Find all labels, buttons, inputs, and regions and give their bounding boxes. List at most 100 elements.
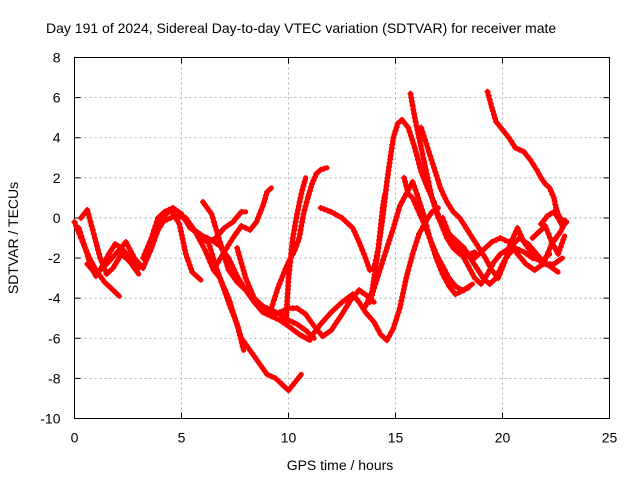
data-marker <box>545 231 552 237</box>
data-marker <box>503 247 510 253</box>
data-marker <box>234 321 241 328</box>
data-marker <box>294 210 301 217</box>
data-marker <box>366 267 373 274</box>
data-marker <box>432 168 439 175</box>
data-marker <box>298 223 305 229</box>
data-marker <box>417 202 424 209</box>
data-marker <box>543 253 550 260</box>
data-marker <box>415 130 422 137</box>
data-marker <box>114 249 121 255</box>
data-marker <box>412 186 419 193</box>
data-marker <box>198 240 205 247</box>
data-marker <box>531 163 538 170</box>
data-marker <box>423 227 430 233</box>
data-marker <box>256 210 263 217</box>
series-s6 <box>152 206 204 283</box>
data-marker <box>469 235 476 241</box>
data-marker <box>360 251 367 257</box>
data-marker <box>476 268 482 275</box>
data-marker <box>452 291 459 298</box>
y-tick-label: -2 <box>48 250 61 266</box>
data-marker <box>260 199 267 206</box>
data-marker <box>85 210 92 217</box>
data-marker <box>405 190 412 197</box>
y-tick-label: 2 <box>53 170 61 186</box>
data-marker <box>471 275 478 282</box>
data-marker <box>484 88 491 95</box>
data-marker <box>262 195 268 202</box>
data-marker <box>217 239 223 245</box>
data-marker <box>394 120 401 127</box>
series-s11 <box>212 185 274 270</box>
data-marker <box>316 329 323 336</box>
series-layer <box>71 88 570 394</box>
data-marker <box>482 255 489 262</box>
data-marker <box>398 297 405 304</box>
data-marker <box>117 245 124 252</box>
data-marker <box>232 317 239 324</box>
data-marker <box>391 131 398 138</box>
data-marker <box>549 191 556 198</box>
data-marker <box>411 114 418 121</box>
data-marker <box>247 287 254 294</box>
data-marker <box>206 243 213 249</box>
data-marker <box>553 204 559 211</box>
data-marker <box>209 214 216 221</box>
data-marker <box>492 115 498 122</box>
series-s13 <box>268 165 330 312</box>
data-marker <box>311 174 318 181</box>
data-marker <box>465 228 472 235</box>
data-marker <box>218 228 225 235</box>
data-marker <box>186 261 193 268</box>
data-marker <box>388 329 395 336</box>
data-marker <box>529 235 536 241</box>
data-marker <box>141 261 148 268</box>
data-marker <box>364 259 370 266</box>
data-marker <box>547 235 554 241</box>
data-marker <box>308 184 314 191</box>
data-marker <box>121 248 128 255</box>
data-marker <box>552 267 559 274</box>
data-marker <box>289 325 296 332</box>
data-marker <box>443 198 450 205</box>
data-marker <box>196 237 203 244</box>
data-marker <box>409 251 416 257</box>
data-marker <box>367 295 374 302</box>
data-marker <box>433 251 440 257</box>
data-marker <box>235 325 242 331</box>
data-marker <box>242 225 249 231</box>
data-marker <box>359 247 366 253</box>
data-marker <box>215 235 222 241</box>
data-marker <box>401 282 408 289</box>
data-marker <box>90 267 96 274</box>
data-marker <box>328 327 335 334</box>
data-marker <box>458 218 465 225</box>
data-marker <box>372 281 379 288</box>
data-marker <box>424 144 431 151</box>
data-marker <box>148 235 155 241</box>
data-marker <box>377 331 384 338</box>
data-marker <box>392 317 399 324</box>
data-marker <box>225 242 232 248</box>
data-marker <box>335 212 342 219</box>
data-marker <box>276 281 283 288</box>
data-marker <box>94 243 100 249</box>
data-marker <box>300 210 307 217</box>
data-marker <box>396 202 403 209</box>
data-marker <box>413 190 420 197</box>
data-marker <box>320 165 327 172</box>
data-marker <box>429 160 436 167</box>
data-marker <box>249 291 256 298</box>
data-marker <box>529 160 536 167</box>
data-marker <box>275 378 282 385</box>
data-marker <box>356 239 363 245</box>
data-marker <box>376 269 383 276</box>
data-marker <box>289 319 296 326</box>
data-marker <box>458 287 465 294</box>
data-marker <box>349 225 356 231</box>
data-marker <box>443 271 450 278</box>
data-marker <box>394 313 401 320</box>
data-marker <box>474 278 481 285</box>
data-marker <box>439 188 445 195</box>
data-marker <box>434 176 441 183</box>
